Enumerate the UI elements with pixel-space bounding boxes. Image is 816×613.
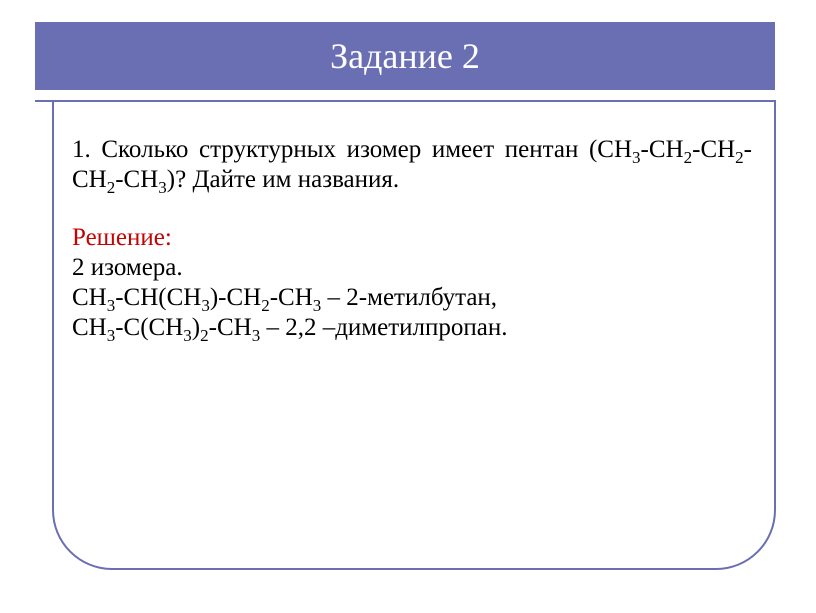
- title-banner: Задание 2: [35, 22, 775, 90]
- q-sub: 2: [107, 178, 116, 197]
- f-text: -C(CH: [115, 314, 183, 341]
- q-text: -CH: [115, 166, 158, 193]
- q-sub: 3: [632, 148, 641, 167]
- f-text: CH: [72, 284, 107, 311]
- f-text: -CH(CH: [115, 284, 201, 311]
- q-sub: 3: [158, 178, 167, 197]
- isomer-1: CH3-CH(CH3)-CH2-CH3 – 2-метилбутан,: [72, 283, 752, 313]
- content-text: 1. Сколько структурных изомер имеет пент…: [72, 135, 752, 343]
- question-block: 1. Сколько структурных изомер имеет пент…: [72, 135, 752, 195]
- slide: Задание 2 1. Сколько структурных изомер …: [0, 0, 816, 613]
- f-text: ): [192, 314, 200, 341]
- q-text: CH: [700, 136, 735, 163]
- solution-label: Решение:: [72, 224, 172, 251]
- f-text: )-CH: [210, 284, 261, 311]
- f-sub: 3: [107, 326, 116, 345]
- f-text: -CH: [270, 284, 313, 311]
- solution-block: Решение: 2 изомера. CH3-CH(CH3)-CH2-CH3 …: [72, 223, 752, 343]
- q-text: 1. Сколько структурных изомер имеет пент…: [72, 136, 632, 163]
- isomer-2: CH3-C(CH3)2-CH3 – 2,2 –диметилпропан.: [72, 313, 752, 343]
- f-text: -CH: [209, 314, 252, 341]
- q-text: -CH: [641, 136, 684, 163]
- isomer-name: – 2,2 –диметилпропан.: [260, 314, 507, 341]
- f-sub: 3: [183, 326, 192, 345]
- f-sub: 2: [200, 326, 209, 345]
- q-sub: 2: [684, 148, 693, 167]
- slide-title: Задание 2: [330, 35, 480, 77]
- f-sub: 3: [252, 326, 261, 345]
- q-sub: 2: [735, 148, 744, 167]
- q-text: )? Дайте им названия.: [167, 166, 399, 193]
- isomer-count: 2 изомера.: [72, 254, 183, 281]
- isomer-name: – 2-метилбутан,: [321, 284, 497, 311]
- f-text: CH: [72, 314, 107, 341]
- divider-line: [35, 100, 775, 102]
